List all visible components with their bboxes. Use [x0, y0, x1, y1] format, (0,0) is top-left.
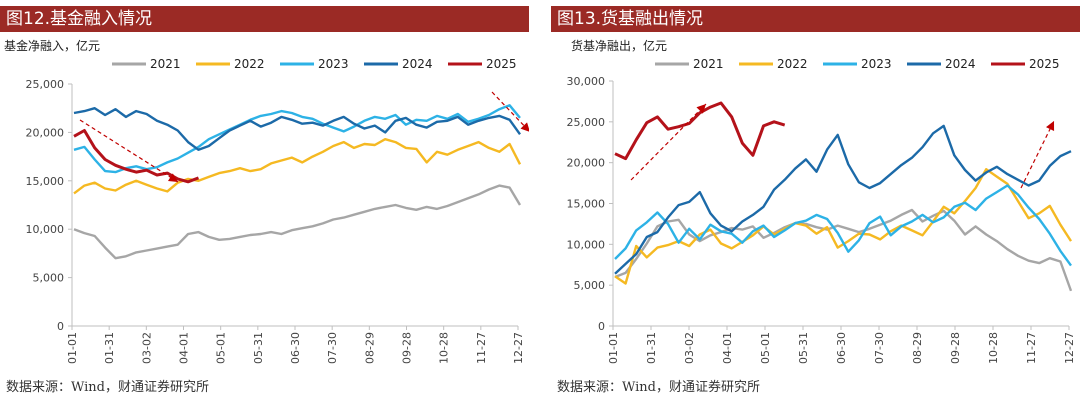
x-tick-label: 01-01: [607, 332, 620, 364]
x-tick-label: 11-27: [475, 332, 488, 364]
series-line-2022: [73, 137, 522, 195]
trend-arrow: [491, 91, 529, 132]
x-tick-label: 09-28: [401, 332, 414, 364]
y-tick-label: 10,000: [26, 223, 65, 236]
trend-arrow-head: [520, 122, 529, 132]
series-line-2021: [73, 184, 522, 260]
x-tick-label: 03-02: [683, 332, 696, 364]
x-tick-label: 07-30: [326, 332, 339, 364]
trend-arrow-head: [167, 173, 178, 182]
legend-label: 2022: [777, 57, 808, 71]
legend-label: 2022: [234, 57, 265, 71]
y-tick-label: 5,000: [33, 272, 65, 285]
y-tick-label: 20,000: [567, 157, 606, 170]
source-note: 数据来源：Wind，财通证券研究所: [557, 380, 760, 395]
y-axis-label: 基金净融入，亿元: [4, 38, 100, 53]
series-line-2021: [614, 208, 1073, 292]
trend-arrow-head: [1045, 121, 1055, 132]
legend-label: 2024: [945, 57, 976, 71]
y-tick-label: 5,000: [574, 279, 606, 292]
mmf-outflow-line-chart: 货基净融出，亿元 2021 2022 2023 2024 2025 0 5,000 10,000…: [567, 38, 1077, 364]
x-tick-label: 09-28: [949, 332, 962, 364]
x-tick-label: 03-02: [140, 332, 153, 364]
y-tick-label: 30,000: [567, 75, 606, 88]
chart-panel-fund-inflow: 图12.基金融入情况 基金净融入，亿元 2021 2022 2023 2024 2025 0…: [0, 0, 529, 401]
legend-label: 2024: [402, 57, 433, 71]
x-tick-label: 05-31: [797, 332, 810, 364]
x-tick-label: 10-28: [987, 332, 1000, 364]
fund-inflow-line-chart: 基金净融入，亿元 2021 2022 2023 2024 2025 0 5,000 10,000…: [4, 38, 529, 364]
x-tick-label: 05-01: [759, 332, 772, 364]
figure-title-bar: 图13.货基融出情况: [551, 6, 1080, 32]
series-line-2025: [614, 101, 786, 161]
y-tick-label: 15,000: [26, 175, 65, 188]
figure-title: 图13.货基融出情况: [557, 9, 704, 29]
x-tick-label: 06-30: [289, 332, 302, 364]
y-tick-label: 0: [57, 320, 64, 333]
y-tick-label: 20,000: [26, 126, 65, 139]
x-tick-label: 10-28: [438, 332, 451, 364]
x-tick-label: 08-29: [911, 332, 924, 364]
legend-label: 2021: [150, 57, 181, 71]
y-tick-label: 0: [598, 320, 605, 333]
legend-label: 2025: [486, 57, 517, 71]
x-tick-label: 12-27: [1063, 332, 1076, 364]
legend-label: 2021: [693, 57, 724, 71]
figure-title: 图12.基金融入情况: [6, 9, 153, 29]
y-tick-label: 10,000: [567, 238, 606, 251]
source-note: 数据来源：Wind，财通证券研究所: [6, 380, 209, 395]
series-line-2023: [73, 104, 521, 174]
trend-arrow: [79, 119, 179, 183]
trend-arrow: [630, 103, 707, 181]
trend-arrow-head: [696, 104, 706, 114]
x-tick-label: 08-29: [363, 332, 376, 364]
figure-title-bar: 图12.基金融入情况: [0, 6, 529, 32]
legend-label: 2025: [1029, 57, 1060, 71]
x-tick-label: 05-01: [215, 332, 228, 364]
y-axis-label: 货基净融出，亿元: [571, 38, 667, 53]
x-tick-label: 04-01: [178, 332, 191, 364]
x-tick-label: 11-27: [1025, 332, 1038, 364]
trend-arrow: [1020, 120, 1055, 189]
y-tick-label: 25,000: [567, 116, 606, 129]
chart-panel-mmf-outflow: 图13.货基融出情况 货基净融出，亿元 2021 2022 2023 2024 2025 0…: [551, 0, 1080, 401]
x-tick-label: 05-31: [252, 332, 265, 364]
x-tick-label: 07-30: [873, 332, 886, 364]
series-line-2024: [614, 124, 1072, 275]
x-tick-label: 01-31: [103, 332, 116, 364]
x-tick-label: 01-01: [66, 332, 79, 364]
series-line-2023: [614, 184, 1072, 267]
legend-label: 2023: [861, 57, 892, 71]
x-tick-label: 01-31: [645, 332, 658, 364]
y-tick-label: 25,000: [26, 78, 65, 91]
y-tick-label: 15,000: [567, 198, 606, 211]
legend-label: 2023: [318, 57, 349, 71]
series-line-2024: [73, 106, 521, 152]
x-tick-label: 12-27: [512, 332, 525, 364]
x-tick-label: 04-01: [721, 332, 734, 364]
x-tick-label: 06-30: [835, 332, 848, 364]
series-line-2025: [73, 129, 200, 184]
